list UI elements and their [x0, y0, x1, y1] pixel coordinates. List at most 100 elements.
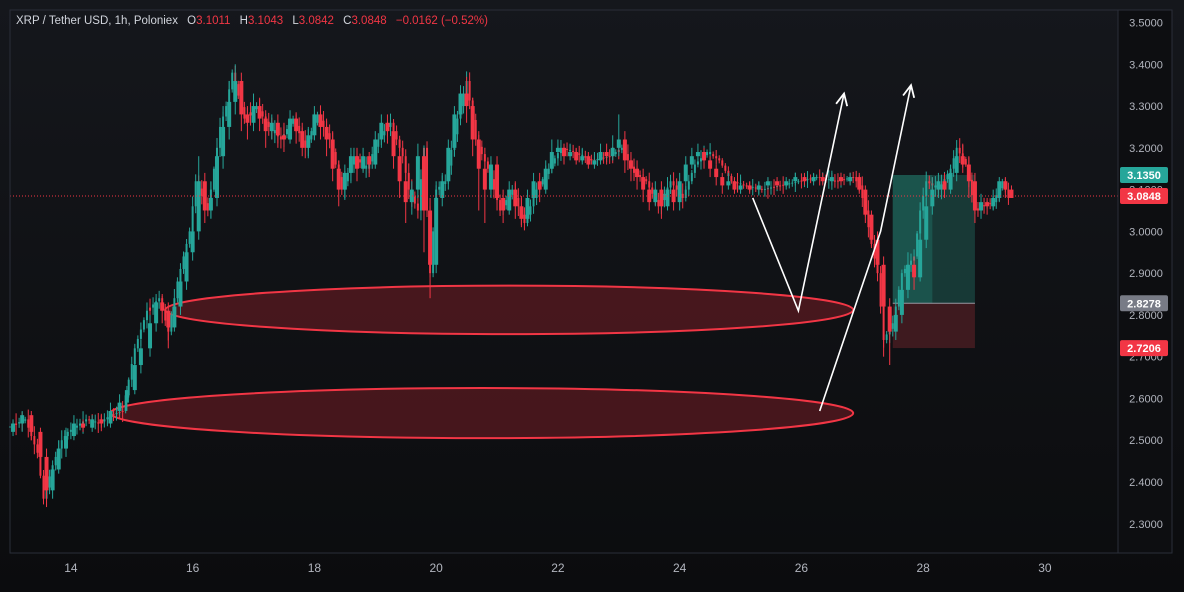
candle — [720, 177, 725, 186]
candle — [385, 122, 390, 132]
candle-body — [879, 273, 882, 307]
candle — [574, 152, 579, 161]
candle-body — [54, 456, 57, 466]
candle — [202, 181, 207, 211]
candle — [458, 93, 463, 115]
candle — [324, 126, 329, 140]
candle — [476, 139, 481, 169]
candle-body — [596, 158, 599, 160]
candle — [568, 152, 573, 157]
candle — [549, 152, 554, 169]
candle-body — [398, 139, 401, 148]
candle-body — [194, 181, 197, 207]
candle — [312, 114, 317, 136]
candle-body — [669, 181, 672, 188]
candle-body — [693, 164, 696, 173]
candle — [665, 189, 670, 207]
candle-body — [18, 422, 21, 424]
candle — [857, 177, 862, 190]
candle-body — [152, 304, 155, 308]
candle-body — [286, 129, 288, 135]
candle — [38, 431, 43, 457]
candle-body — [687, 181, 690, 190]
candle-body — [39, 452, 42, 476]
candle-body — [352, 156, 355, 165]
candle — [586, 156, 591, 165]
candle — [525, 197, 530, 219]
candle-body — [769, 187, 772, 189]
candle-body — [608, 156, 611, 158]
high-value: 3.1043 — [247, 15, 284, 27]
candle — [1003, 181, 1008, 190]
y-tick-label: 3.0000 — [1129, 226, 1163, 238]
candle-body — [219, 126, 222, 148]
candle — [482, 168, 487, 190]
candle — [379, 122, 384, 140]
low-value: 3.0842 — [298, 15, 334, 27]
candle — [452, 114, 457, 148]
candle-body — [806, 179, 809, 181]
candle-body — [791, 182, 794, 184]
interval: 1h — [114, 15, 128, 27]
candle-body — [322, 120, 325, 127]
y-axis-panel — [1117, 9, 1173, 554]
y-tick-label: 3.3000 — [1129, 101, 1163, 113]
candle — [726, 181, 731, 186]
candle — [683, 164, 688, 182]
candle-body — [651, 187, 654, 194]
candle-body — [891, 323, 894, 329]
candle — [793, 177, 798, 182]
candle-body — [79, 423, 82, 426]
candle-body — [416, 203, 419, 211]
candle-body — [572, 150, 575, 153]
candle-body — [483, 154, 486, 162]
candle-body — [836, 180, 839, 182]
candle — [912, 264, 917, 278]
candle-body — [206, 203, 209, 211]
candle — [56, 448, 61, 470]
candle-body — [136, 338, 139, 349]
candle — [348, 156, 353, 173]
candle — [132, 365, 137, 391]
candle-body — [815, 177, 818, 179]
candle-body — [578, 153, 581, 155]
candle-body — [779, 185, 782, 187]
y-tick-label: 2.5000 — [1129, 435, 1163, 447]
candle — [905, 264, 910, 290]
candle-body — [614, 152, 617, 155]
candle-body — [85, 419, 88, 422]
price-label-text: 3.1350 — [1127, 170, 1161, 182]
candle — [44, 456, 49, 491]
candle — [306, 135, 311, 148]
candle-body — [130, 363, 133, 380]
high-label: H — [239, 15, 248, 27]
candle-body — [261, 111, 264, 117]
exchange: Poloniex — [133, 15, 178, 27]
candle-body — [699, 158, 702, 162]
arrow-head — [835, 91, 849, 107]
candle-body — [328, 133, 331, 140]
symbol-name: XRP / Tether USD — [16, 15, 109, 27]
price-label-text: 3.0848 — [1127, 191, 1161, 203]
candle — [281, 135, 286, 140]
candle-body — [724, 165, 727, 171]
candle — [434, 197, 439, 265]
candle — [543, 168, 548, 190]
candle-body — [310, 131, 313, 140]
candle-body — [15, 423, 18, 425]
candle — [342, 172, 347, 190]
candle-body — [444, 181, 447, 185]
candle-body — [69, 429, 72, 432]
candle-body — [249, 112, 252, 116]
candle — [208, 197, 213, 211]
candle-body — [359, 159, 362, 163]
candle — [960, 156, 965, 165]
candle — [221, 126, 226, 157]
candle-body — [1001, 181, 1004, 189]
candle — [397, 156, 402, 182]
x-tick-label: 30 — [1038, 561, 1052, 575]
candle — [391, 131, 396, 157]
candle-body — [377, 139, 380, 147]
candle — [488, 164, 493, 190]
